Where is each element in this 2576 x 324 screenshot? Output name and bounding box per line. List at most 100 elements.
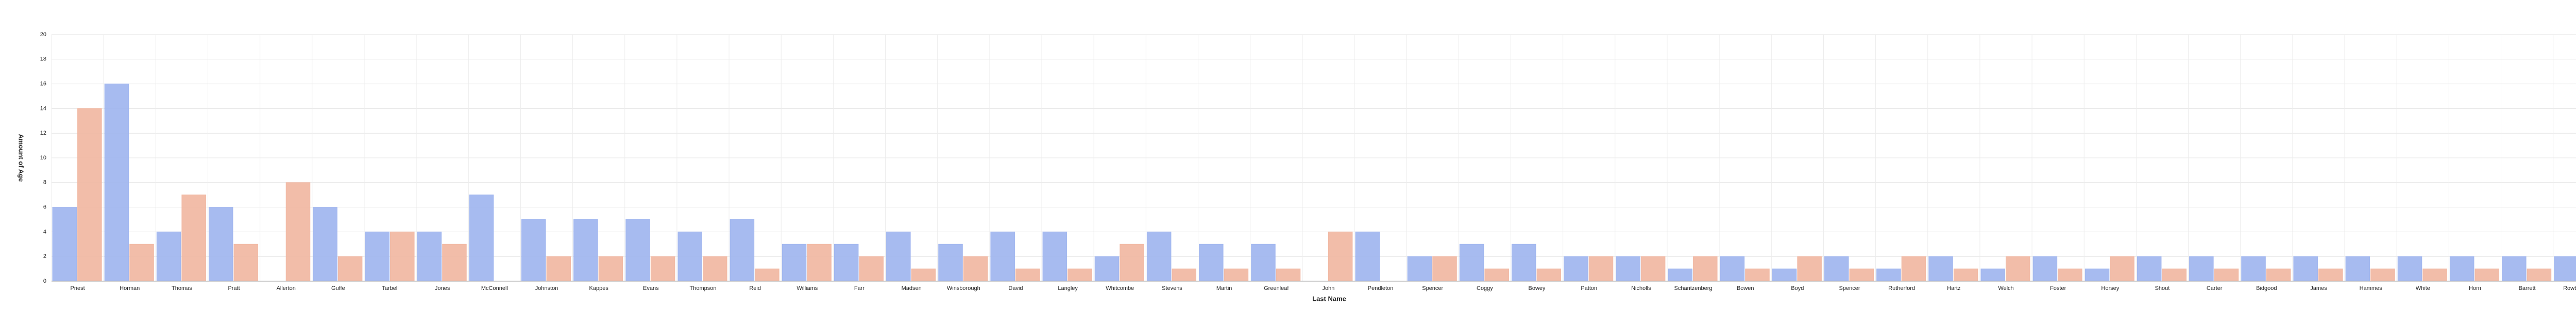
bar (1980, 268, 2005, 282)
bar (1067, 268, 1092, 282)
x-tick-label: Thomas (172, 285, 192, 291)
y-tick-label: 8 (43, 180, 46, 186)
bar (2241, 256, 2266, 282)
x-tick-label: Thompson (690, 285, 717, 291)
bar (1146, 231, 1172, 282)
x-tick-label: Madsen (902, 285, 922, 291)
bar (2370, 268, 2395, 282)
x-axis-title: Last Name (1312, 295, 1346, 302)
y-tick-label: 6 (43, 204, 46, 210)
y-tick-label: 2 (43, 253, 46, 260)
bar (2397, 256, 2422, 282)
x-tick-label: Pendleton (1368, 285, 1394, 291)
bar (77, 108, 102, 282)
x-tick-label: Jones (435, 285, 450, 291)
x-tick-label: Bowen (1737, 285, 1754, 291)
x-tick-label: Hartz (1947, 285, 1960, 291)
bar (2032, 256, 2058, 282)
x-tick-label: Winsborough (947, 285, 980, 291)
bar (1120, 244, 1144, 282)
bar (2189, 256, 2214, 282)
bar (1928, 256, 1953, 282)
x-tick-label: David (1008, 285, 1023, 291)
bar (911, 268, 936, 282)
x-tick-label: Tarbell (382, 285, 398, 291)
x-tick-label: Williams (796, 285, 818, 291)
bar (546, 256, 571, 282)
bar (730, 219, 755, 282)
bar (2449, 256, 2475, 282)
bar (209, 207, 233, 282)
bar (1172, 268, 1196, 282)
bar (1564, 256, 1588, 282)
x-tick-label: James (2310, 285, 2327, 291)
bar (2345, 256, 2370, 282)
bar (886, 231, 911, 282)
bar (677, 231, 703, 282)
x-tick-label: Stevens (1162, 285, 1182, 291)
bar (1432, 256, 1457, 282)
bar (1094, 256, 1120, 282)
bar (1536, 268, 1562, 282)
y-tick-label: 18 (40, 56, 46, 62)
bar (233, 244, 259, 282)
bar (1876, 268, 1901, 282)
bar (2318, 268, 2343, 282)
y-tick-label: 20 (40, 31, 46, 38)
bar (156, 231, 181, 282)
x-tick-label: John (1322, 285, 1334, 291)
bar (2058, 268, 2082, 282)
x-tick-label: Greenleaf (1264, 285, 1289, 291)
bar (1824, 256, 1849, 282)
x-tick-label: Nicholls (1631, 285, 1651, 291)
x-tick-label: Barrett (2519, 285, 2536, 291)
y-tick-label: 10 (40, 155, 46, 161)
bar (703, 256, 727, 282)
bar (650, 256, 675, 282)
bar (2006, 256, 2030, 282)
bar (2110, 256, 2134, 282)
bar (181, 195, 206, 282)
bar (313, 207, 337, 282)
bar (1901, 256, 1926, 282)
bar (52, 207, 77, 282)
x-tick-label: White (2416, 285, 2430, 291)
bar (1484, 268, 1509, 282)
bar (2084, 268, 2110, 282)
x-tick-label: Martin (1216, 285, 1232, 291)
bar (1953, 268, 1978, 282)
bar (521, 219, 546, 282)
x-tick-label: Farr (854, 285, 865, 291)
x-tick-label: Pratt (228, 285, 240, 291)
bar (2293, 256, 2318, 282)
x-tick-label: Schantzenberg (1674, 285, 1713, 291)
x-tick-label: Hammes (2360, 285, 2383, 291)
bar (1849, 268, 1874, 282)
x-tick-label: Foster (2050, 285, 2066, 291)
x-tick-label: Patton (1581, 285, 1597, 291)
bar (598, 256, 623, 282)
bar (1276, 268, 1301, 282)
bar (1355, 231, 1380, 282)
x-tick-label: Rutherford (1888, 285, 1915, 291)
x-tick-label: Horman (120, 285, 140, 291)
bar (390, 231, 415, 282)
bar (2475, 268, 2499, 282)
bar (285, 182, 311, 282)
bar (1042, 231, 1067, 282)
bar (1640, 256, 1666, 282)
bar (2162, 268, 2187, 282)
bar (755, 268, 779, 282)
x-tick-label: Carter (2207, 285, 2223, 291)
x-tick-label: Bidgood (2256, 285, 2277, 291)
bar (859, 256, 884, 282)
x-tick-label: Langley (1058, 285, 1078, 291)
bar (417, 231, 442, 282)
bar (2554, 256, 2576, 282)
bar (1459, 244, 1484, 282)
x-tick-label: Allerton (277, 285, 296, 291)
x-tick-label: McConnell (481, 285, 508, 291)
y-tick-label: 16 (40, 81, 46, 87)
bar (963, 256, 988, 282)
